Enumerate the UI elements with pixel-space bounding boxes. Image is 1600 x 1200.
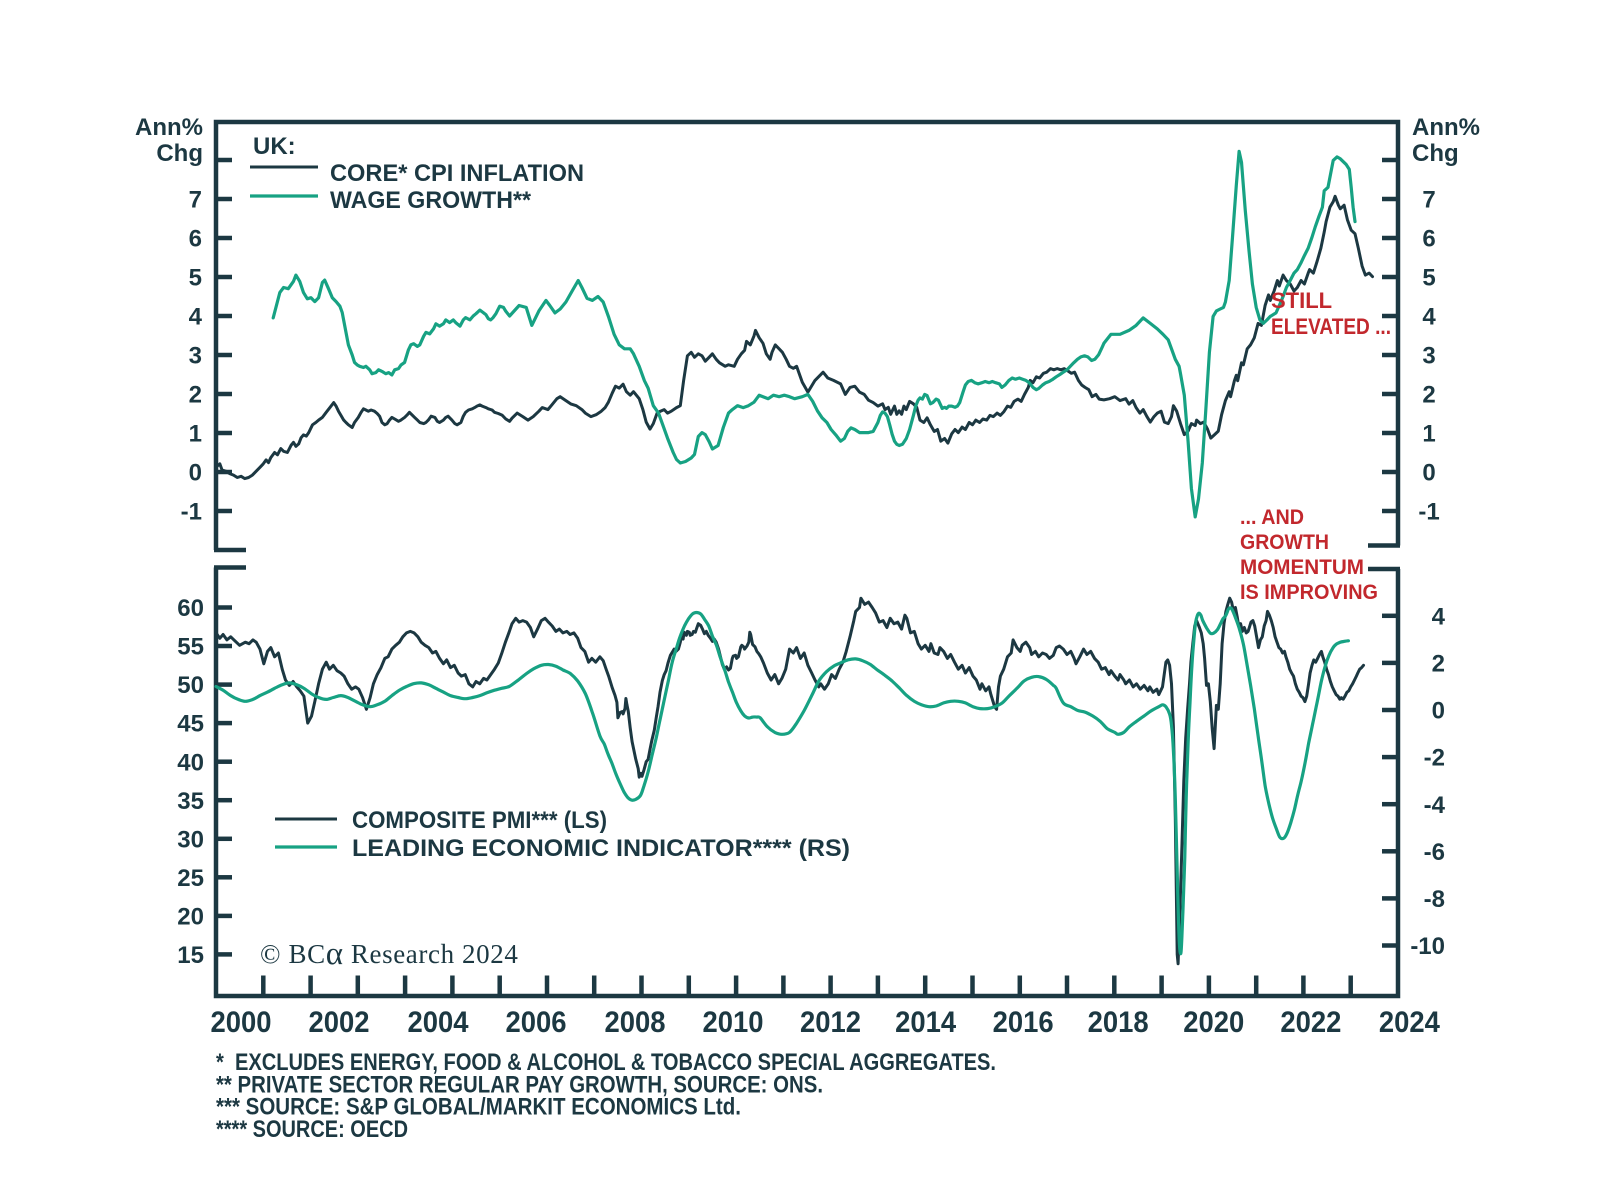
svg-text:4: 4	[1432, 603, 1446, 630]
svg-text:-4: -4	[1424, 792, 1446, 819]
svg-text:2004: 2004	[408, 1006, 469, 1039]
svg-text:-2: -2	[1424, 745, 1445, 772]
svg-text:GROWTH: GROWTH	[1240, 531, 1329, 554]
svg-text:* EXCLUDES ENERGY, FOOD & ALC: * EXCLUDES ENERGY, FOOD & ALCOHOL & TOBA…	[216, 1049, 996, 1076]
svg-text:STILL: STILL	[1271, 288, 1332, 313]
svg-text:3: 3	[1422, 343, 1435, 370]
svg-text:2022: 2022	[1280, 1006, 1341, 1039]
svg-text:2: 2	[189, 382, 202, 409]
svg-text:5: 5	[1422, 265, 1435, 292]
svg-text:LEADING ECONOMIC INDICATOR****: LEADING ECONOMIC INDICATOR**** (RS)	[352, 835, 850, 862]
svg-text:6: 6	[189, 226, 202, 253]
svg-text:2012: 2012	[800, 1006, 861, 1039]
svg-text:*** SOURCE: S&P GLOBAL/MARKIT: *** SOURCE: S&P GLOBAL/MARKIT ECONOMICS …	[216, 1094, 741, 1121]
svg-text:2016: 2016	[993, 1006, 1054, 1039]
svg-text:Ann%: Ann%	[1412, 114, 1480, 141]
svg-text:25: 25	[177, 865, 204, 892]
svg-text:15: 15	[177, 942, 204, 969]
svg-text:ELEVATED ...: ELEVATED ...	[1271, 314, 1391, 339]
svg-text:WAGE GROWTH**: WAGE GROWTH**	[330, 187, 532, 214]
svg-text:**** SOURCE: OECD: **** SOURCE: OECD	[216, 1116, 408, 1143]
svg-text:COMPOSITE PMI*** (LS): COMPOSITE PMI*** (LS)	[352, 807, 607, 834]
svg-text:-1: -1	[181, 499, 202, 526]
svg-text:2010: 2010	[703, 1006, 764, 1039]
svg-text:Chg: Chg	[156, 140, 203, 167]
svg-text:MOMENTUM: MOMENTUM	[1240, 556, 1364, 579]
svg-text:20: 20	[177, 904, 204, 931]
svg-text:-1: -1	[1418, 499, 1439, 526]
svg-text:Ann%: Ann%	[135, 114, 203, 141]
svg-text:30: 30	[177, 826, 204, 853]
svg-text:45: 45	[177, 711, 204, 738]
svg-text:2024: 2024	[1379, 1006, 1440, 1039]
svg-text:0: 0	[1422, 460, 1435, 487]
svg-text:4: 4	[1422, 304, 1436, 331]
svg-text:2000: 2000	[211, 1006, 272, 1039]
svg-text:2: 2	[1432, 651, 1445, 678]
svg-text:7: 7	[1422, 187, 1435, 214]
svg-text:2020: 2020	[1183, 1006, 1244, 1039]
svg-text:IS IMPROVING: IS IMPROVING	[1240, 581, 1378, 604]
svg-text:7: 7	[189, 187, 202, 214]
svg-text:3: 3	[189, 343, 202, 370]
svg-text:50: 50	[177, 672, 204, 699]
svg-text:© BCα Research 2024: © BCα Research 2024	[260, 936, 518, 972]
svg-text:2006: 2006	[506, 1006, 567, 1039]
svg-text:UK:: UK:	[253, 133, 296, 160]
svg-text:... AND: ... AND	[1240, 506, 1304, 529]
svg-text:40: 40	[177, 749, 204, 776]
svg-text:CORE* CPI INFLATION: CORE* CPI INFLATION	[330, 160, 584, 187]
svg-text:0: 0	[1432, 698, 1445, 725]
svg-text:1: 1	[1422, 421, 1435, 448]
svg-text:** PRIVATE SECTOR REGULAR PAY: ** PRIVATE SECTOR REGULAR PAY GROWTH, SO…	[216, 1072, 823, 1099]
svg-text:-6: -6	[1424, 839, 1445, 866]
svg-text:35: 35	[177, 788, 204, 815]
svg-text:4: 4	[189, 304, 203, 331]
svg-text:2014: 2014	[895, 1006, 956, 1039]
svg-text:60: 60	[177, 595, 204, 622]
svg-text:2018: 2018	[1088, 1006, 1149, 1039]
svg-text:6: 6	[1422, 226, 1435, 253]
svg-text:0: 0	[189, 460, 202, 487]
svg-text:5: 5	[189, 265, 202, 292]
svg-text:-10: -10	[1410, 933, 1445, 960]
svg-text:Chg: Chg	[1412, 140, 1459, 167]
svg-text:2: 2	[1422, 382, 1435, 409]
svg-text:2002: 2002	[309, 1006, 370, 1039]
svg-text:2008: 2008	[605, 1006, 666, 1039]
svg-text:-8: -8	[1424, 886, 1445, 913]
svg-text:1: 1	[189, 421, 202, 448]
svg-text:55: 55	[177, 634, 204, 661]
